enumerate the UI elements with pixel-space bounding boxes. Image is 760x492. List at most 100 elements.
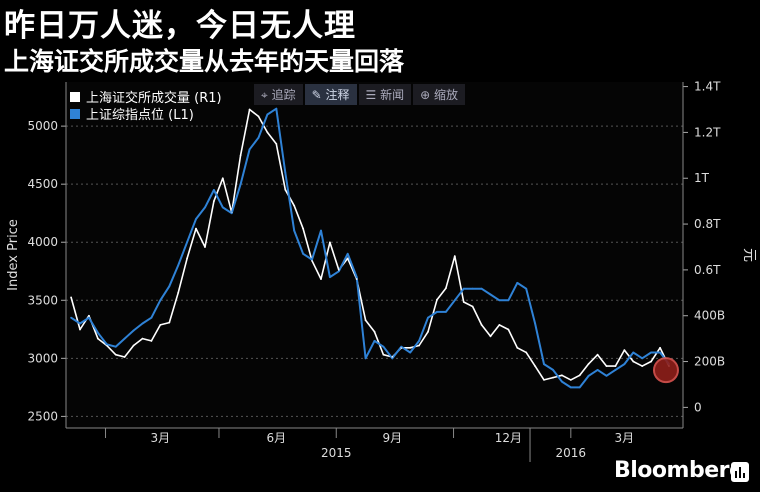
volume-point xyxy=(373,330,376,333)
volume-point xyxy=(123,356,126,358)
zoom-button[interactable]: ⊕ 缩放 xyxy=(413,84,466,105)
index-point xyxy=(623,363,626,366)
index-point xyxy=(114,345,117,348)
volume-point xyxy=(293,204,296,207)
track-button-label: 追踪 xyxy=(271,88,296,102)
volume-point xyxy=(498,323,501,326)
index-point xyxy=(320,229,322,232)
volume-point xyxy=(320,278,322,280)
volume-point xyxy=(525,351,528,354)
y-right-tick-label: 0.8T xyxy=(694,217,721,231)
volume-point xyxy=(462,301,465,303)
legend-item-index[interactable]: 上证综指点位 (L1) xyxy=(70,105,222,123)
volume-point xyxy=(560,374,563,377)
volume-point xyxy=(409,346,412,349)
volume-point xyxy=(659,346,661,349)
x-tick-label: 3月 xyxy=(151,431,171,445)
legend-label-index: 上证综指点位 (L1) xyxy=(86,108,194,123)
index-point xyxy=(70,316,72,319)
y-left-tick-label: 2500 xyxy=(27,409,58,423)
volume-point xyxy=(355,278,358,280)
index-point xyxy=(427,316,429,319)
index-point xyxy=(632,351,635,354)
legend-swatch-volume xyxy=(70,91,80,102)
index-point xyxy=(337,270,340,273)
index-point xyxy=(650,351,653,354)
y-right-tick-label: 1.2T xyxy=(694,125,721,139)
volume-point xyxy=(605,365,608,368)
index-point xyxy=(204,206,206,209)
index-point xyxy=(659,351,661,354)
index-point xyxy=(275,107,278,110)
index-point xyxy=(516,281,519,284)
y-right-axis-title: 元 xyxy=(741,248,757,262)
index-point xyxy=(195,218,197,220)
index-point xyxy=(605,374,608,377)
index-point xyxy=(471,287,474,290)
zoom-button-label: 缩放 xyxy=(434,88,459,102)
x-tick-label: 9月 xyxy=(383,431,403,445)
y-right-tick-label: 400B xyxy=(694,309,725,323)
index-point xyxy=(462,287,465,290)
annotate-button[interactable]: ✎ 注释 xyxy=(304,84,357,105)
track-button[interactable]: ⌖ 追踪 xyxy=(254,84,303,105)
x-tick-label: 6月 xyxy=(267,431,287,445)
index-point xyxy=(436,310,438,313)
volume-point xyxy=(650,360,653,363)
index-point xyxy=(266,113,269,116)
index-point xyxy=(257,136,260,139)
index-point xyxy=(400,345,403,348)
index-point xyxy=(79,322,81,325)
index-point xyxy=(525,287,528,290)
index-point xyxy=(159,299,162,302)
volume-point xyxy=(150,340,153,342)
volume-point xyxy=(79,328,81,331)
news-button[interactable]: ☰ 新闻 xyxy=(358,84,412,105)
volume-point xyxy=(427,330,429,333)
y-left-axis-title: Index Price xyxy=(6,219,21,291)
index-point xyxy=(614,369,617,371)
volume-point xyxy=(239,154,242,157)
index-series-line xyxy=(70,107,670,389)
volume-point xyxy=(212,200,215,203)
volume-point xyxy=(284,188,287,191)
volume-point xyxy=(328,241,331,244)
volume-point xyxy=(132,344,135,347)
index-point xyxy=(543,363,545,366)
index-point xyxy=(123,337,126,340)
index-point xyxy=(150,316,153,319)
index-point xyxy=(409,351,412,354)
legend-item-volume[interactable]: 上海证交所成交量 (R1) xyxy=(70,88,222,106)
volume-point xyxy=(364,319,367,322)
index-point xyxy=(177,264,180,267)
volume-point xyxy=(489,335,492,338)
volume-point xyxy=(596,353,599,356)
volume-point xyxy=(88,314,90,317)
index-point xyxy=(132,329,135,332)
chart-title: 昨日万人迷，今日无人理 xyxy=(4,8,356,44)
x-year-label: 2016 xyxy=(556,446,587,460)
index-point xyxy=(311,258,313,261)
highlight-marker xyxy=(652,357,679,384)
volume-point xyxy=(159,323,162,326)
index-point xyxy=(480,287,483,290)
index-point xyxy=(355,276,358,278)
x-year-label: 2015 xyxy=(321,446,352,460)
volume-point xyxy=(337,268,340,271)
annotate-button-label: 注释 xyxy=(325,88,350,102)
y-left-tick-label: 5000 xyxy=(27,119,58,133)
y-left-tick-label: 4500 xyxy=(27,177,58,191)
index-point xyxy=(293,229,296,232)
volume-point xyxy=(614,365,617,368)
volume-point xyxy=(382,353,385,356)
volume-series-line xyxy=(70,108,670,381)
y-right-tick-label: 0.6T xyxy=(694,263,721,277)
news-icon: ☰ xyxy=(365,88,377,102)
volume-point xyxy=(444,287,447,290)
index-point xyxy=(641,357,644,360)
index-point xyxy=(498,299,501,302)
volume-point xyxy=(266,131,269,134)
index-point xyxy=(141,322,144,325)
index-point xyxy=(596,369,599,371)
